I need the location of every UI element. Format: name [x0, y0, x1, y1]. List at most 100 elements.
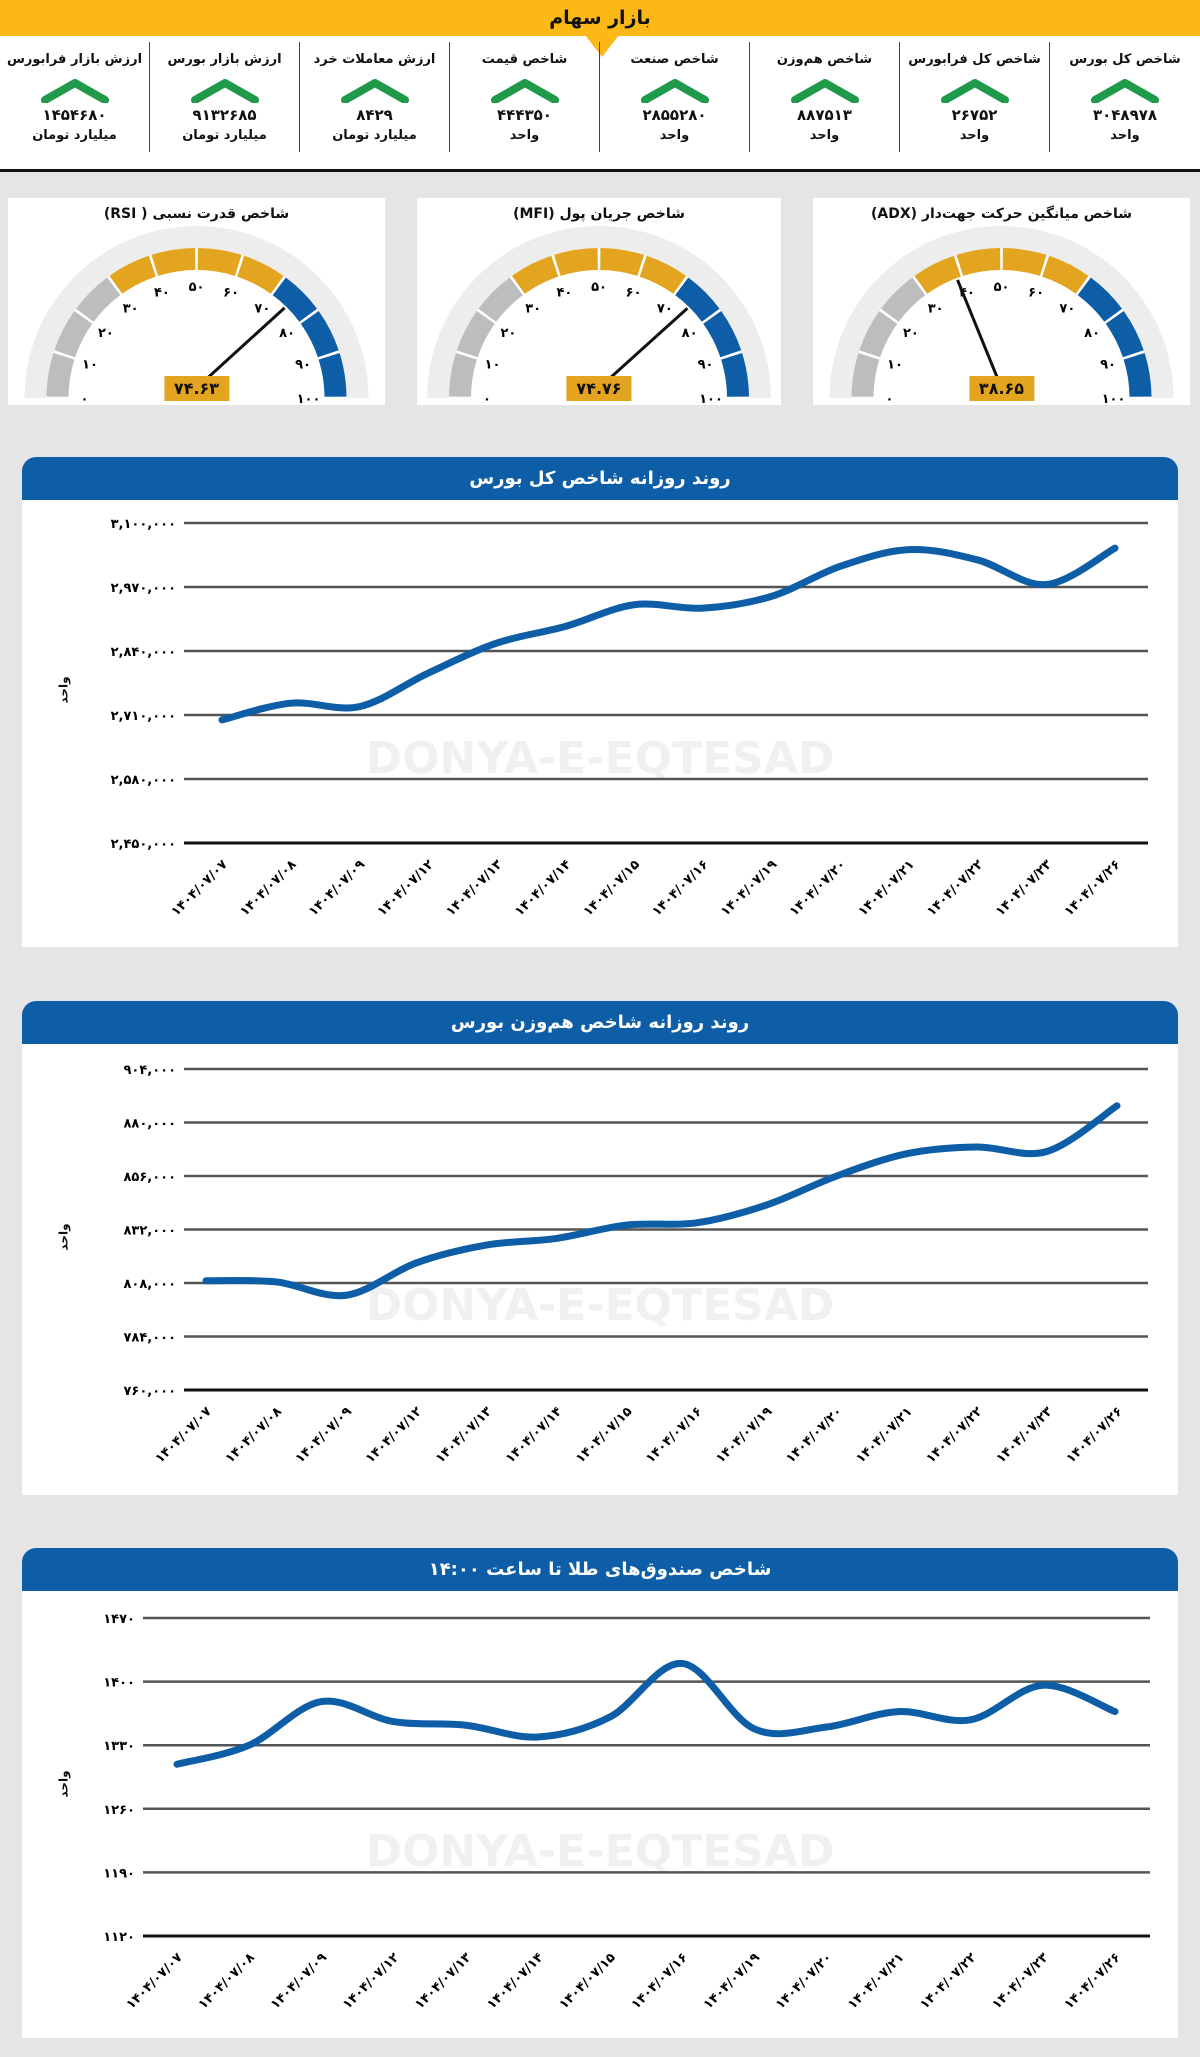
gauge-segment — [456, 310, 495, 358]
x-tick-label: ۱۴۰۴/۰۷/۱۲ — [340, 1950, 402, 2012]
gauge-tick-label: ۱۰ — [887, 357, 903, 372]
gauge-segment — [1042, 255, 1089, 294]
chart-equal-weight-index: روند روزانه شاخص هم‌وزن بورس DONYA-E-EQTE… — [22, 1001, 1178, 1495]
gauge-adx: شاخص میانگین حرکت جهت‌دار (ADX) ۰ ۱۰ ۲۰ ۳۰ ۴۰… — [813, 198, 1190, 405]
gauge-segment — [511, 255, 559, 294]
stat-unit: واحد — [1110, 128, 1140, 143]
gauge-tick-label: ۸۰ — [682, 326, 698, 341]
stat-unit: میلیارد تومان — [332, 128, 417, 143]
stat-label: ارزش بازار فرابورس — [6, 52, 143, 67]
stat-value: ۹۱۳۲۶۸۵ — [192, 106, 257, 124]
x-tick-label: ۱۴۰۴/۰۷/۱۲ — [375, 857, 437, 919]
gauge-tick-label: ۲۰ — [98, 326, 114, 341]
chart-plot: ۹۰۴,۰۰۰ ۸۸۰,۰۰۰ ۸۵۶,۰۰۰ ۸۳۲,۰۰۰ ۸۰۸,۰۰۰ ۷۸۴,۰… — [123, 1063, 1148, 1466]
x-tick-label: ۱۴۰۴/۰۷/۰۸ — [237, 857, 299, 919]
y-tick-label: ۸۰۸,۰۰۰ — [123, 1277, 176, 1292]
y-tick-label: ۱۱۹۰ — [103, 1866, 135, 1881]
x-tick-label: ۱۴۰۴/۰۷/۱۶ — [629, 1950, 691, 2012]
stat-value: ۳۰۴۸۹۷۸ — [1092, 106, 1158, 124]
x-tick-label: ۱۴۰۴/۰۷/۱۶ — [649, 857, 711, 919]
market-summary: بازار سهام شاخص کل بورس ۳۰۴۸۹۷۸ واحد شاخص ک… — [0, 0, 1200, 172]
x-tick-label: ۱۴۰۴/۰۷/۰۸ — [196, 1950, 258, 2012]
gauge-dial: ۰ ۱۰ ۲۰ ۳۰ ۴۰ ۵۰ ۶۰ ۷۰ ۸۰ ۹۰ ۱۰۰ — [427, 226, 771, 405]
chevron-up-icon — [640, 79, 710, 104]
x-tick-label: ۱۴۰۴/۰۷/۱۹ — [713, 1404, 775, 1466]
gauge-mfi: شاخص جریان پول (MFI) ۰ ۱۰ ۲۰ ۳۰ ۴۰ ۵۰ ۶۰ ۷۰ ۸۰ ۹۰ ۱… — [417, 198, 781, 405]
gauge-dial: ۰ ۱۰ ۲۰ ۳۰ ۴۰ ۵۰ ۶۰ ۷۰ ۸۰ ۹۰ ۱۰۰ — [24, 226, 369, 405]
x-tick-label: ۱۴۰۴/۰۷/۰۸ — [223, 1404, 285, 1466]
gauge-value: ۷۴.۷۶ — [566, 376, 632, 401]
gauge-tick-label: ۵۰ — [189, 280, 205, 295]
gauge-value: ۳۸.۶۵ — [968, 376, 1035, 401]
stat-item: شاخص قیمت ۴۴۴۳۵۰ واحد — [450, 42, 600, 152]
gauge-tick-label: ۷۰ — [657, 301, 673, 316]
gauge-segment — [318, 352, 347, 397]
gauge-tick-label: ۱۰۰ — [699, 392, 723, 405]
x-tick-label: ۱۴۰۴/۰۷/۲۳ — [993, 857, 1055, 919]
gauge-tick-label: ۶۰ — [1028, 285, 1044, 300]
y-tick-label: ۷۸۴,۰۰۰ — [123, 1331, 176, 1346]
x-tick-label: ۱۴۰۴/۰۷/۲۳ — [989, 1950, 1051, 2012]
gauge-segment — [880, 277, 926, 322]
x-tick-label: ۱۴۰۴/۰۷/۱۵ — [557, 1950, 619, 2012]
chart-title: شاخص صندوق‌های طلا تا ساعت ۱۴:۰۰ — [22, 1548, 1178, 1591]
gauge-tick-label: ۲۰ — [500, 326, 516, 341]
series-line — [218, 544, 1119, 724]
gauge-tick-label: ۹۰ — [698, 357, 714, 372]
x-tick-label: ۱۴۰۴/۰۷/۱۹ — [718, 857, 780, 919]
x-tick-label: ۱۴۰۴/۰۷/۲۶ — [1062, 1950, 1124, 2012]
gauge-segment — [151, 248, 196, 276]
gauge-tick-label: ۴۰ — [556, 285, 572, 300]
y-tick-label: ۱۴۰۰ — [103, 1676, 135, 1691]
gauge-outer-band — [829, 226, 1174, 398]
gauge-tick-label: ۱۰ — [485, 357, 501, 372]
chart-title: روند روزانه شاخص هم‌وزن بورس — [22, 1001, 1178, 1044]
stat-label: شاخص کل بورس — [1069, 52, 1181, 67]
watermark: DONYA-E-EQTESAD — [365, 1280, 835, 1331]
gauge-tick-label: ۵۰ — [994, 280, 1010, 295]
x-tick-label: ۱۴۰۴/۰۷/۱۳ — [433, 1404, 495, 1466]
series-line — [173, 1659, 1119, 1768]
x-tick-label: ۱۴۰۴/۰۷/۲۶ — [1062, 857, 1124, 919]
stat-unit: واحد — [959, 128, 990, 143]
gauge-needle — [956, 279, 1003, 389]
gauge-needle — [597, 307, 689, 390]
x-tick-label: ۱۴۰۴/۰۷/۰۹ — [268, 1950, 330, 2012]
x-tick-label: ۱۴۰۴/۰۷/۱۴ — [484, 1950, 546, 2012]
gauge-tick-label: ۳۰ — [525, 301, 541, 316]
y-tick-label: ۸۳۲,۰۰۰ — [123, 1224, 176, 1239]
gauge-tick-label: ۰ — [81, 392, 89, 405]
x-tick-label: ۱۴۰۴/۰۷/۰۷ — [124, 1950, 186, 2012]
x-tick-label: ۱۴۰۴/۰۷/۲۲ — [917, 1950, 979, 2012]
gauge-tick-label: ۷۰ — [1059, 301, 1075, 316]
gauge-outer-band — [24, 226, 369, 398]
y-tick-label: ۳,۱۰۰,۰۰۰ — [111, 517, 176, 532]
x-tick-label: ۱۴۰۴/۰۷/۲۰ — [783, 1404, 845, 1466]
x-tick-label: ۱۴۰۴/۰۷/۱۹ — [701, 1950, 763, 2012]
gauge-segment — [449, 352, 477, 397]
watermark: DONYA-E-EQTESAD — [365, 733, 835, 784]
y-tick-label: ۲,۴۵۰,۰۰۰ — [111, 837, 176, 852]
y-axis-label: واحد — [56, 676, 71, 704]
stat-value: ۴۴۴۳۵۰ — [497, 106, 552, 124]
chevron-up-icon — [340, 79, 410, 104]
series-line — [202, 1102, 1121, 1300]
y-axis-label: واحد — [56, 1222, 71, 1251]
y-tick-label: ۲,۹۷۰,۰۰۰ — [111, 581, 176, 596]
stat-item: شاخص هم‌وزن ۸۸۷۵۱۳ واحد — [750, 42, 900, 152]
x-tick-label: ۱۴۰۴/۰۷/۰۷ — [153, 1404, 215, 1466]
chevron-up-icon — [40, 79, 110, 104]
stat-item: شاخص کل فرابورس ۲۶۷۵۲ واحد — [900, 42, 1050, 152]
x-tick-label: ۱۴۰۴/۰۷/۲۱ — [853, 1404, 915, 1466]
stat-item: شاخص صنعت ۲۸۵۵۲۸۰ واحد — [600, 42, 750, 152]
x-tick-label: ۱۴۰۴/۰۷/۲۲ — [923, 1404, 985, 1466]
gauge-tick-label: ۵۰ — [591, 280, 607, 295]
y-tick-label: ۱۴۷۰ — [103, 1612, 135, 1627]
x-tick-label: ۱۴۰۴/۰۷/۰۷ — [169, 857, 231, 919]
y-tick-label: ۲,۸۴۰,۰۰۰ — [111, 645, 176, 660]
gauge-needle — [195, 306, 286, 390]
gauge-tick-label: ۹۰ — [1100, 357, 1116, 372]
gauge-segment — [851, 352, 880, 397]
gauge-title: شاخص قدرت نسبی ( RSI) — [103, 206, 290, 222]
gauge-tick-label: ۳۰ — [123, 301, 139, 316]
